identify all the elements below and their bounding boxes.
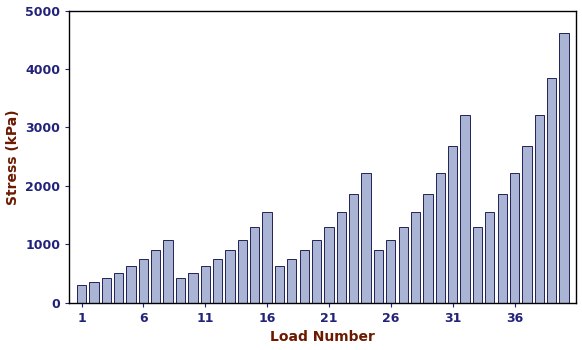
Bar — [250, 228, 260, 303]
Bar — [312, 240, 321, 303]
Bar — [448, 147, 457, 303]
Bar — [535, 115, 544, 303]
Bar — [522, 147, 531, 303]
Bar — [411, 212, 420, 303]
Bar — [436, 173, 445, 303]
Bar — [423, 194, 432, 303]
Bar — [176, 278, 185, 303]
Bar — [498, 194, 507, 303]
Bar — [77, 285, 86, 303]
Bar — [399, 228, 408, 303]
Bar — [386, 240, 396, 303]
Bar — [300, 251, 309, 303]
Bar — [275, 266, 284, 303]
Bar — [237, 240, 247, 303]
Bar — [349, 194, 359, 303]
Bar — [262, 212, 272, 303]
Bar — [164, 240, 173, 303]
Bar — [337, 212, 346, 303]
Bar — [288, 259, 296, 303]
Bar — [139, 259, 148, 303]
Y-axis label: Stress (kPa): Stress (kPa) — [6, 109, 20, 204]
Bar — [126, 266, 136, 303]
Bar — [114, 273, 123, 303]
Bar — [559, 33, 569, 303]
Bar — [89, 282, 98, 303]
Bar — [361, 173, 371, 303]
Bar — [510, 173, 519, 303]
Bar — [201, 266, 210, 303]
Bar — [547, 78, 556, 303]
Bar — [102, 278, 111, 303]
X-axis label: Load Number: Load Number — [271, 330, 375, 344]
Bar — [460, 115, 470, 303]
Bar — [324, 228, 333, 303]
Bar — [485, 212, 495, 303]
Bar — [374, 251, 383, 303]
Bar — [213, 259, 222, 303]
Bar — [225, 251, 235, 303]
Bar — [188, 273, 197, 303]
Bar — [473, 228, 482, 303]
Bar — [151, 251, 161, 303]
